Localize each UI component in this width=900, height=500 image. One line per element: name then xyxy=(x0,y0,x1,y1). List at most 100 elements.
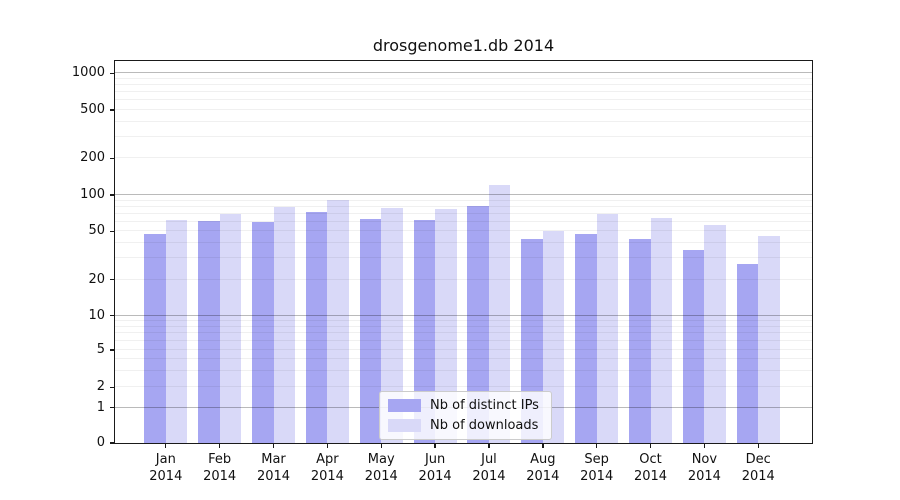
x-tick-year: 2014 xyxy=(526,469,560,484)
x-tick-month: Oct xyxy=(639,452,662,467)
bar-distinct-ips xyxy=(629,239,651,443)
bar-downloads xyxy=(596,213,619,443)
y-axis-tick-label: 1 xyxy=(96,399,105,415)
y-tick-mark xyxy=(110,315,115,317)
x-axis-tick-label: Jul 2014 xyxy=(459,451,519,485)
x-tick-month: Feb xyxy=(208,452,232,467)
legend: Nb of distinct IPs Nb of downloads xyxy=(379,391,552,440)
gridline-minor xyxy=(115,108,812,110)
legend-swatch-distinct-ips xyxy=(388,399,421,412)
x-axis-tick-label: May 2014 xyxy=(351,451,411,485)
bar-downloads xyxy=(704,224,726,443)
bar-distinct-ips xyxy=(682,250,705,443)
x-tick-mark xyxy=(488,443,490,448)
legend-entry: Nb of distinct IPs xyxy=(388,398,539,413)
bar-distinct-ips xyxy=(413,220,436,443)
bar-distinct-ips xyxy=(198,220,220,443)
x-tick-mark xyxy=(326,443,329,448)
bar-downloads xyxy=(650,218,673,443)
bar-distinct-ips xyxy=(359,219,382,443)
y-axis-tick-label: 50 xyxy=(88,223,105,239)
x-tick-mark xyxy=(703,443,706,448)
x-tick-month: Jan xyxy=(155,452,176,467)
y-tick-mark xyxy=(110,109,115,111)
y-tick-mark xyxy=(110,72,115,74)
legend-entry: Nb of downloads xyxy=(388,418,539,433)
bar-downloads xyxy=(273,206,296,443)
x-tick-mark xyxy=(595,443,598,448)
gridline-major xyxy=(115,194,812,196)
x-tick-mark xyxy=(218,443,221,448)
gridline-minor xyxy=(115,91,812,93)
gridline-minor xyxy=(115,157,812,159)
x-tick-year: 2014 xyxy=(580,469,614,484)
y-axis-tick-label: 0 xyxy=(96,435,105,450)
y-tick-mark xyxy=(110,349,115,351)
gridline-minor xyxy=(115,199,812,201)
y-axis-tick-label: 10 xyxy=(88,307,105,323)
y-axis-tick-label: 5 xyxy=(96,341,105,357)
bar-downloads xyxy=(219,213,242,443)
x-tick-month: Jul xyxy=(481,452,497,467)
x-tick-mark xyxy=(649,443,652,448)
x-tick-month: Aug xyxy=(530,452,556,467)
x-axis-tick-label: Apr 2014 xyxy=(297,451,357,485)
bar-distinct-ips xyxy=(467,206,489,443)
gridline-minor xyxy=(115,135,812,137)
y-tick-mark xyxy=(110,194,115,196)
gridline-minor xyxy=(115,120,812,122)
x-tick-year: 2014 xyxy=(364,469,398,484)
legend-label-downloads: Nb of downloads xyxy=(430,418,539,433)
gridline-minor xyxy=(115,77,812,79)
x-tick-year: 2014 xyxy=(256,469,291,484)
x-tick-year: 2014 xyxy=(472,469,506,484)
x-tick-mark xyxy=(434,443,436,448)
bar-downloads xyxy=(488,185,511,443)
x-axis-tick-label: Jan 2014 xyxy=(136,451,196,485)
x-tick-month: May xyxy=(367,452,395,467)
bar-downloads xyxy=(435,209,457,443)
x-axis-tick-label: Mar 2014 xyxy=(244,451,304,485)
x-tick-year: 2014 xyxy=(203,469,237,484)
x-tick-year: 2014 xyxy=(633,469,668,484)
bar-downloads xyxy=(542,231,565,443)
legend-label-distinct-ips: Nb of distinct IPs xyxy=(430,398,539,413)
gridline-minor xyxy=(115,99,812,101)
x-tick-month: Apr xyxy=(316,452,339,467)
y-tick-mark xyxy=(110,386,115,388)
y-tick-mark xyxy=(110,278,115,281)
x-axis-tick-label: Sep 2014 xyxy=(567,451,627,485)
y-axis-tick-label: 500 xyxy=(80,101,105,117)
bar-distinct-ips xyxy=(736,263,759,443)
x-tick-mark xyxy=(542,443,544,448)
bar-distinct-ips xyxy=(305,211,328,443)
legend-swatch-downloads xyxy=(388,419,421,432)
y-tick-mark xyxy=(110,442,115,444)
x-axis-tick-label: Nov 2014 xyxy=(674,451,734,485)
bar-distinct-ips xyxy=(252,221,274,443)
y-tick-mark xyxy=(110,407,115,409)
x-tick-year: 2014 xyxy=(149,469,183,484)
x-axis-tick-label: Jun 2014 xyxy=(405,451,465,485)
bar-distinct-ips xyxy=(575,233,597,443)
bar-downloads xyxy=(758,235,780,443)
plot-area: Nb of distinct IPs Nb of downloads xyxy=(114,60,813,444)
x-axis-tick-label: Feb 2014 xyxy=(190,451,250,485)
y-axis-tick-label: 1000 xyxy=(71,65,105,81)
y-axis-tick-label: 2 xyxy=(96,379,105,395)
x-tick-month: Jun xyxy=(424,452,446,467)
y-axis-tick-label: 100 xyxy=(80,187,105,202)
x-tick-year: 2014 xyxy=(687,469,721,484)
x-tick-month: Sep xyxy=(584,452,609,467)
x-axis-tick-label: Aug 2014 xyxy=(513,451,573,485)
y-tick-mark xyxy=(110,157,115,160)
x-tick-mark xyxy=(757,443,759,448)
x-axis-tick-label: Dec 2014 xyxy=(728,451,788,485)
gridline-minor xyxy=(115,84,812,86)
x-tick-year: 2014 xyxy=(418,469,452,484)
y-axis-tick-label: 200 xyxy=(80,150,105,166)
bar-downloads xyxy=(327,199,349,443)
gridline-minor xyxy=(115,205,812,207)
y-tick-mark xyxy=(110,230,115,233)
